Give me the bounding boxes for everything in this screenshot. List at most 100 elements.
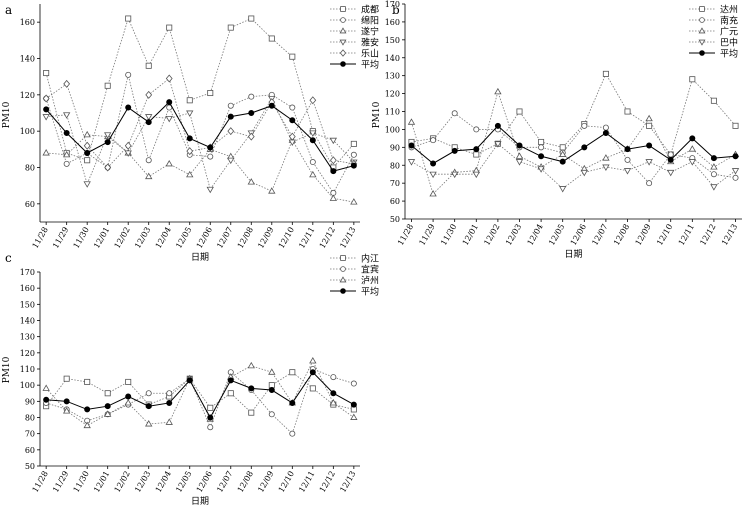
data-point bbox=[494, 87, 502, 95]
y-tick-label: 80 bbox=[25, 164, 35, 173]
data-point bbox=[329, 194, 338, 201]
legend-item: 平均 bbox=[689, 48, 738, 60]
data-point bbox=[309, 385, 316, 392]
y-tick-label: 160 bbox=[385, 18, 400, 27]
data-point bbox=[515, 152, 524, 159]
series-乐山 bbox=[42, 74, 358, 172]
data-point bbox=[350, 140, 357, 147]
x-tick-label: 11/28 bbox=[396, 223, 415, 247]
data-point bbox=[581, 144, 588, 151]
x-tick-label: 12/06 bbox=[569, 223, 588, 247]
data-point bbox=[247, 178, 255, 185]
data-point bbox=[186, 97, 193, 104]
data-point bbox=[247, 132, 255, 141]
data-point bbox=[268, 187, 276, 194]
data-point bbox=[710, 163, 718, 170]
data-point bbox=[207, 424, 214, 431]
y-axis-title: PM10 bbox=[372, 101, 382, 128]
data-point bbox=[165, 115, 173, 123]
data-point bbox=[430, 137, 437, 144]
data-point bbox=[330, 374, 337, 381]
series-line bbox=[46, 368, 354, 435]
data-point bbox=[83, 181, 91, 188]
x-tick-label: 12/01 bbox=[92, 226, 111, 250]
data-point bbox=[145, 172, 153, 180]
y-tick-label: 110 bbox=[385, 108, 400, 117]
data-point bbox=[289, 399, 296, 406]
legend-label: 乐山 bbox=[361, 48, 379, 60]
data-point bbox=[145, 403, 152, 410]
x-tick-label: 11/30 bbox=[72, 470, 91, 494]
data-point bbox=[207, 144, 214, 151]
data-point bbox=[289, 53, 296, 60]
data-point bbox=[580, 169, 588, 177]
data-point bbox=[84, 157, 91, 164]
data-point bbox=[43, 106, 50, 113]
data-point bbox=[84, 149, 91, 156]
legend-marker bbox=[699, 17, 705, 23]
y-tick-label: 140 bbox=[385, 54, 400, 63]
series-巴中 bbox=[407, 141, 740, 193]
data-point bbox=[268, 102, 275, 109]
x-tick-label: 12/09 bbox=[634, 223, 653, 247]
data-point bbox=[227, 102, 234, 109]
legend-item: 成都 bbox=[330, 4, 379, 16]
data-point bbox=[227, 113, 234, 120]
data-point bbox=[104, 132, 112, 139]
series-line bbox=[45, 101, 354, 172]
series-line bbox=[45, 74, 355, 194]
data-point bbox=[472, 171, 480, 179]
legend-marker bbox=[340, 6, 346, 12]
legend-marker bbox=[340, 255, 346, 261]
data-point bbox=[125, 15, 132, 22]
data-point bbox=[602, 164, 610, 171]
y-tick-label: 50 bbox=[390, 215, 400, 224]
x-tick-label: 12/02 bbox=[113, 470, 132, 494]
data-point bbox=[329, 137, 338, 145]
data-point bbox=[268, 35, 275, 42]
legend-marker bbox=[699, 6, 705, 12]
data-point bbox=[350, 406, 357, 413]
data-point bbox=[710, 171, 717, 178]
data-point bbox=[248, 409, 255, 416]
y-tick-label: 120 bbox=[20, 91, 35, 100]
x-tick-label: 12/02 bbox=[113, 226, 132, 250]
data-point bbox=[63, 375, 70, 382]
legend-marker bbox=[698, 27, 706, 34]
legend-item: 平均 bbox=[330, 286, 379, 298]
x-tick-label: 12/08 bbox=[236, 470, 255, 494]
y-tick-label: 150 bbox=[385, 36, 400, 45]
data-point bbox=[329, 156, 337, 165]
x-tick-label: 12/10 bbox=[655, 223, 674, 247]
x-tick-label: 11/28 bbox=[31, 226, 50, 250]
x-tick-label: 12/04 bbox=[526, 223, 545, 247]
data-point bbox=[473, 146, 480, 153]
data-point bbox=[207, 153, 214, 160]
x-tick-label: 12/10 bbox=[277, 470, 296, 494]
data-point bbox=[538, 153, 545, 160]
series-平均 bbox=[43, 99, 357, 175]
data-point bbox=[429, 171, 437, 179]
data-point bbox=[309, 130, 317, 137]
data-point bbox=[62, 112, 71, 119]
legend-label: 遂宁 bbox=[361, 26, 379, 38]
data-point bbox=[125, 104, 132, 111]
y-tick-label: 110 bbox=[20, 365, 35, 374]
y-tick-label: 130 bbox=[20, 333, 35, 342]
data-point bbox=[207, 404, 214, 411]
data-point bbox=[63, 398, 70, 405]
data-point bbox=[207, 414, 214, 421]
data-point bbox=[451, 110, 458, 117]
data-point bbox=[268, 411, 275, 418]
data-point bbox=[473, 126, 480, 133]
data-point bbox=[165, 159, 173, 167]
y-tick-label: 120 bbox=[20, 349, 35, 358]
data-point bbox=[329, 399, 338, 406]
series-line bbox=[46, 371, 355, 419]
data-point bbox=[516, 108, 523, 115]
legend-item: 平均 bbox=[330, 59, 379, 71]
x-axis-title: 日期 bbox=[191, 252, 209, 263]
series-平均 bbox=[43, 369, 357, 421]
data-point bbox=[538, 138, 545, 145]
x-tick-label: 12/03 bbox=[133, 470, 152, 494]
